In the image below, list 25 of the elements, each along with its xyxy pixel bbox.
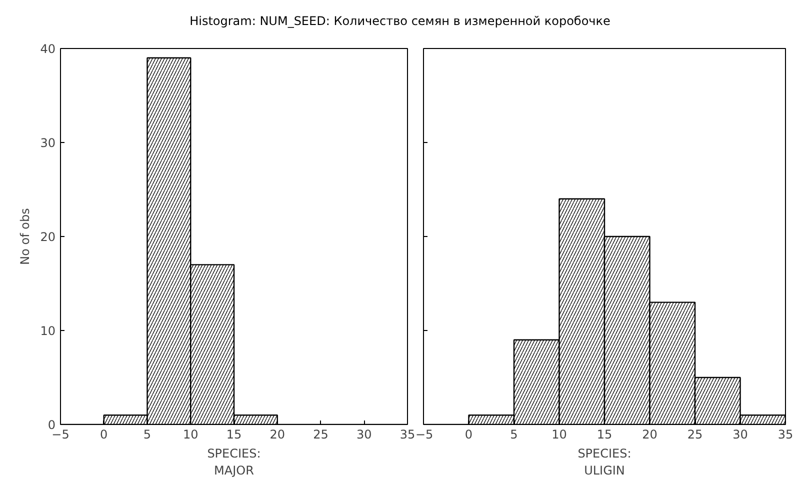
x-axis-title: SPECIES: MAJOR: [207, 446, 261, 478]
y-axis-title: No of obs: [18, 208, 32, 265]
y-tick-label: 20: [40, 230, 56, 244]
x-tick-label: −5: [416, 428, 434, 442]
chart-title: Histogram: NUM_SEED: Количество семян в измеренной коробочке: [190, 13, 610, 30]
x-axis-title: SPECIES: ULIGIN: [578, 446, 632, 478]
x-tick-label: 0: [100, 428, 108, 442]
x-tick-label: 5: [510, 428, 518, 442]
y-tick-label: 10: [40, 324, 56, 338]
x-tick-label: 20: [270, 428, 286, 442]
x-tick-label: 10: [552, 428, 567, 442]
x-tick-label: 25: [313, 428, 328, 442]
x-tick-label: 10: [182, 428, 198, 442]
x-tick-label: 20: [642, 428, 658, 442]
x-tick-label: 15: [226, 428, 242, 442]
x-tick-label: 0: [464, 428, 473, 442]
x-tick-label: 30: [732, 428, 748, 442]
x-tick-label: 30: [356, 428, 372, 442]
x-tick-label: 15: [596, 428, 612, 442]
x-tick-label: 25: [687, 428, 703, 442]
x-tick-label: 5: [143, 428, 152, 442]
x-tick-label: 35: [778, 428, 794, 442]
x-tick-label: 35: [400, 428, 416, 442]
y-tick-label: 30: [40, 136, 56, 150]
y-tick-label: 40: [40, 42, 56, 56]
